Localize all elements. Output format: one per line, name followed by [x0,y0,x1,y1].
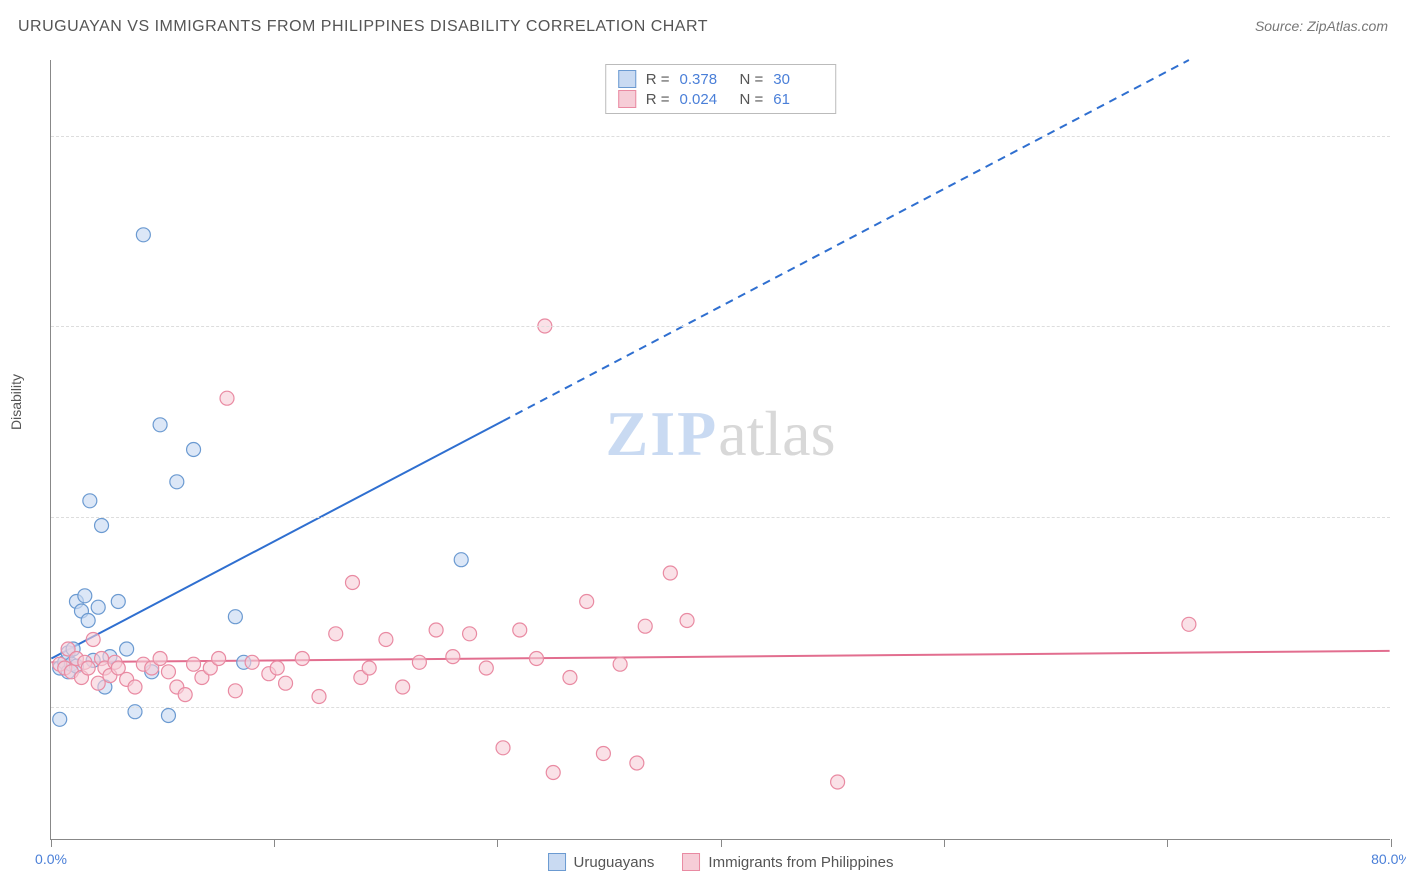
data-point [270,661,284,675]
r-value-b: 0.024 [680,91,730,108]
data-point [153,418,167,432]
data-point [81,614,95,628]
source-name: ZipAtlas.com [1307,18,1388,34]
data-point [228,684,242,698]
data-point [446,650,460,664]
data-point [454,553,468,567]
swatch-series-b [618,90,636,108]
data-point [220,391,234,405]
data-point [170,475,184,489]
data-point [463,627,477,641]
data-point [53,712,67,726]
data-point [161,709,175,723]
data-point [312,690,326,704]
legend-swatch-b [682,853,700,871]
data-point [680,614,694,628]
data-point [546,766,560,780]
data-point [596,747,610,761]
legend-item-a: Uruguayans [548,853,655,871]
trend-line-dashed [503,60,1189,421]
r-label: R = [646,91,670,108]
data-point [379,633,393,647]
x-tick [497,839,498,847]
data-point [81,661,95,675]
data-point [831,775,845,789]
gridline [51,517,1390,518]
x-tick-label: 80.0% [1371,851,1406,867]
n-value-a: 30 [773,71,823,88]
r-value-a: 0.378 [680,71,730,88]
n-label: N = [740,91,764,108]
data-point [187,657,201,671]
x-tick [721,839,722,847]
data-point [1182,617,1196,631]
data-point [412,655,426,669]
data-point [212,652,226,666]
x-tick [944,839,945,847]
y-axis-label: Disability [8,374,24,430]
data-point [161,665,175,679]
data-point [187,443,201,457]
data-point [91,600,105,614]
data-point [580,595,594,609]
data-point [563,671,577,685]
gridline [51,707,1390,708]
data-point [279,676,293,690]
gridline [51,326,1390,327]
data-point [638,619,652,633]
x-tick [274,839,275,847]
data-point [245,655,259,669]
chart-svg [51,60,1390,839]
n-value-b: 61 [773,91,823,108]
data-point [111,595,125,609]
swatch-series-a [618,70,636,88]
legend: Uruguayans Immigrants from Philippines [548,853,894,871]
x-tick-label: 0.0% [35,851,67,867]
data-point [513,623,527,637]
data-point [345,576,359,590]
data-point [496,741,510,755]
x-tick [1167,839,1168,847]
data-point [429,623,443,637]
data-point [95,519,109,533]
data-point [120,642,134,656]
data-point [329,627,343,641]
data-point [663,566,677,580]
legend-label-a: Uruguayans [574,854,655,871]
data-point [153,652,167,666]
stats-box: R = 0.378 N = 30 R = 0.024 N = 61 [605,64,837,114]
gridline [51,136,1390,137]
r-label: R = [646,71,670,88]
data-point [128,680,142,694]
data-point [362,661,376,675]
n-label: N = [740,71,764,88]
stats-row-series-a: R = 0.378 N = 30 [618,69,824,89]
x-tick [51,839,52,847]
legend-label-b: Immigrants from Philippines [708,854,893,871]
chart-title: URUGUAYAN VS IMMIGRANTS FROM PHILIPPINES… [18,18,708,36]
data-point [630,756,644,770]
data-point [396,680,410,694]
data-point [479,661,493,675]
source-attribution: Source: ZipAtlas.com [1255,18,1388,34]
data-point [83,494,97,508]
stats-row-series-b: R = 0.024 N = 61 [618,89,824,109]
data-point [78,589,92,603]
legend-swatch-a [548,853,566,871]
data-point [295,652,309,666]
data-point [529,652,543,666]
data-point [228,610,242,624]
data-point [136,228,150,242]
plot-area: ZIPatlas R = 0.378 N = 30 R = 0.024 N = … [50,60,1390,840]
x-tick [1391,839,1392,847]
data-point [613,657,627,671]
data-point [86,633,100,647]
source-prefix: Source: [1255,18,1307,34]
legend-item-b: Immigrants from Philippines [682,853,893,871]
data-point [178,688,192,702]
